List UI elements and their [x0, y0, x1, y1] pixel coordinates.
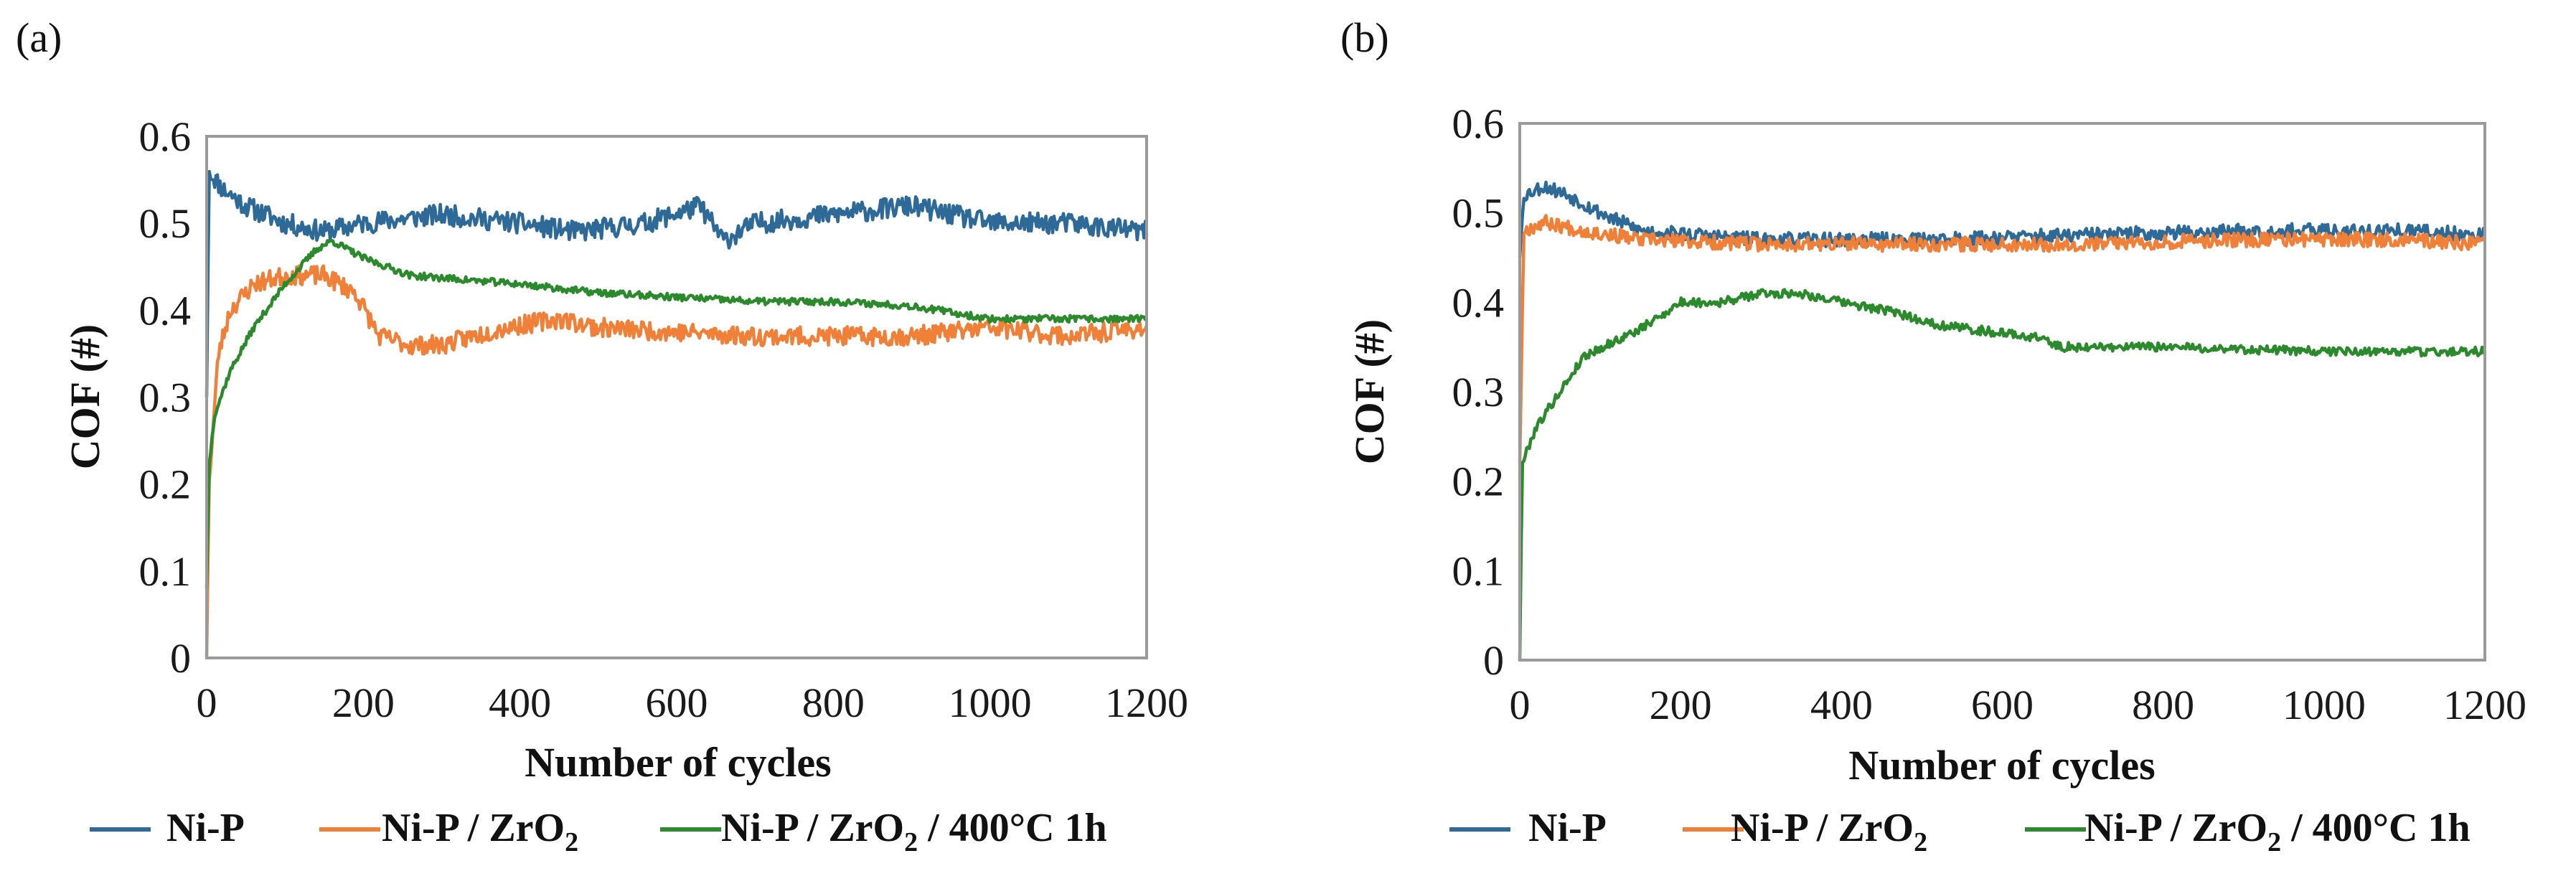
x-axis-title: Number of cycles	[525, 739, 831, 786]
x-tick-label: 400	[489, 679, 551, 726]
x-tick-label: 200	[332, 679, 395, 726]
y-tick-label: 0.6	[1452, 100, 1505, 147]
y-tick-label: 0.3	[139, 375, 192, 421]
y-tick-label: 0.5	[139, 200, 192, 247]
y-tick-label: 0.3	[1452, 369, 1505, 415]
x-tick-label: 600	[1971, 682, 2034, 728]
plot-frame	[205, 135, 1148, 659]
y-tick-label: 0.5	[1452, 190, 1505, 237]
panel-label: (a)	[16, 14, 62, 61]
y-axis-title: COF (#)	[62, 324, 108, 469]
y-axis-title: COF (#)	[1346, 319, 1393, 464]
y-tick-label: 0	[170, 635, 191, 682]
legend-label: Ni-P	[166, 806, 245, 850]
x-tick-label: 1000	[2283, 682, 2366, 728]
x-tick-label: 1200	[1105, 679, 1188, 726]
x-tick-label: 0	[1510, 682, 1531, 728]
x-tick-label: 200	[1650, 682, 1712, 728]
panel-label: (b)	[1340, 14, 1389, 61]
legend-label: Ni-P	[1528, 806, 1607, 850]
legend: Ni-P Ni-P / ZrO2 Ni-P / ZrO2 / 400°C 1h	[90, 806, 1107, 857]
x-tick-label: 1000	[949, 679, 1032, 726]
series-line	[1518, 288, 2486, 661]
y-tick-label: 0.1	[1452, 547, 1505, 594]
legend-label: Ni-P / ZrO2 / 400°C 1h	[721, 806, 1107, 857]
x-tick-label: 400	[1810, 682, 1873, 728]
y-tick-label: 0.6	[139, 113, 192, 160]
series-line	[205, 238, 1148, 589]
panel-b: (b) 0 0.1 0.2 0.3 0.4 0.5 0.6 0 200 400 600 800 100…	[1340, 14, 2526, 857]
series-line	[205, 169, 1149, 397]
x-axis-title: Number of cycles	[1848, 742, 2155, 789]
legend-label: Ni-P / ZrO2	[382, 806, 578, 857]
legend-label: Ni-P / ZrO2 / 400°C 1h	[2084, 806, 2471, 857]
legend-label: Ni-P / ZrO2	[1731, 806, 1927, 857]
y-tick-label: 0.2	[139, 461, 192, 508]
x-tick-label: 1200	[2443, 682, 2526, 728]
y-tick-label: 0.4	[1452, 279, 1505, 326]
y-tick-label: 0.1	[139, 548, 192, 595]
plot-frame	[1518, 122, 2486, 662]
y-tick-label: 0	[1483, 637, 1504, 684]
panel-a: (a) 0 0.1 0.2 0.3 0.4 0.5 0.6 0 200 400 600 800 100…	[16, 14, 1188, 857]
legend: Ni-P Ni-P / ZrO2 Ni-P / ZrO2 / 400°C 1h	[1449, 806, 2471, 857]
x-tick-label: 800	[2132, 682, 2194, 728]
x-tick-label: 800	[802, 679, 865, 726]
x-tick-label: 0	[197, 679, 217, 726]
y-tick-label: 0.2	[1452, 458, 1505, 505]
series-line	[205, 264, 1149, 659]
series-line	[1518, 214, 2486, 464]
x-tick-label: 600	[646, 679, 708, 726]
y-tick-label: 0.4	[139, 287, 192, 334]
